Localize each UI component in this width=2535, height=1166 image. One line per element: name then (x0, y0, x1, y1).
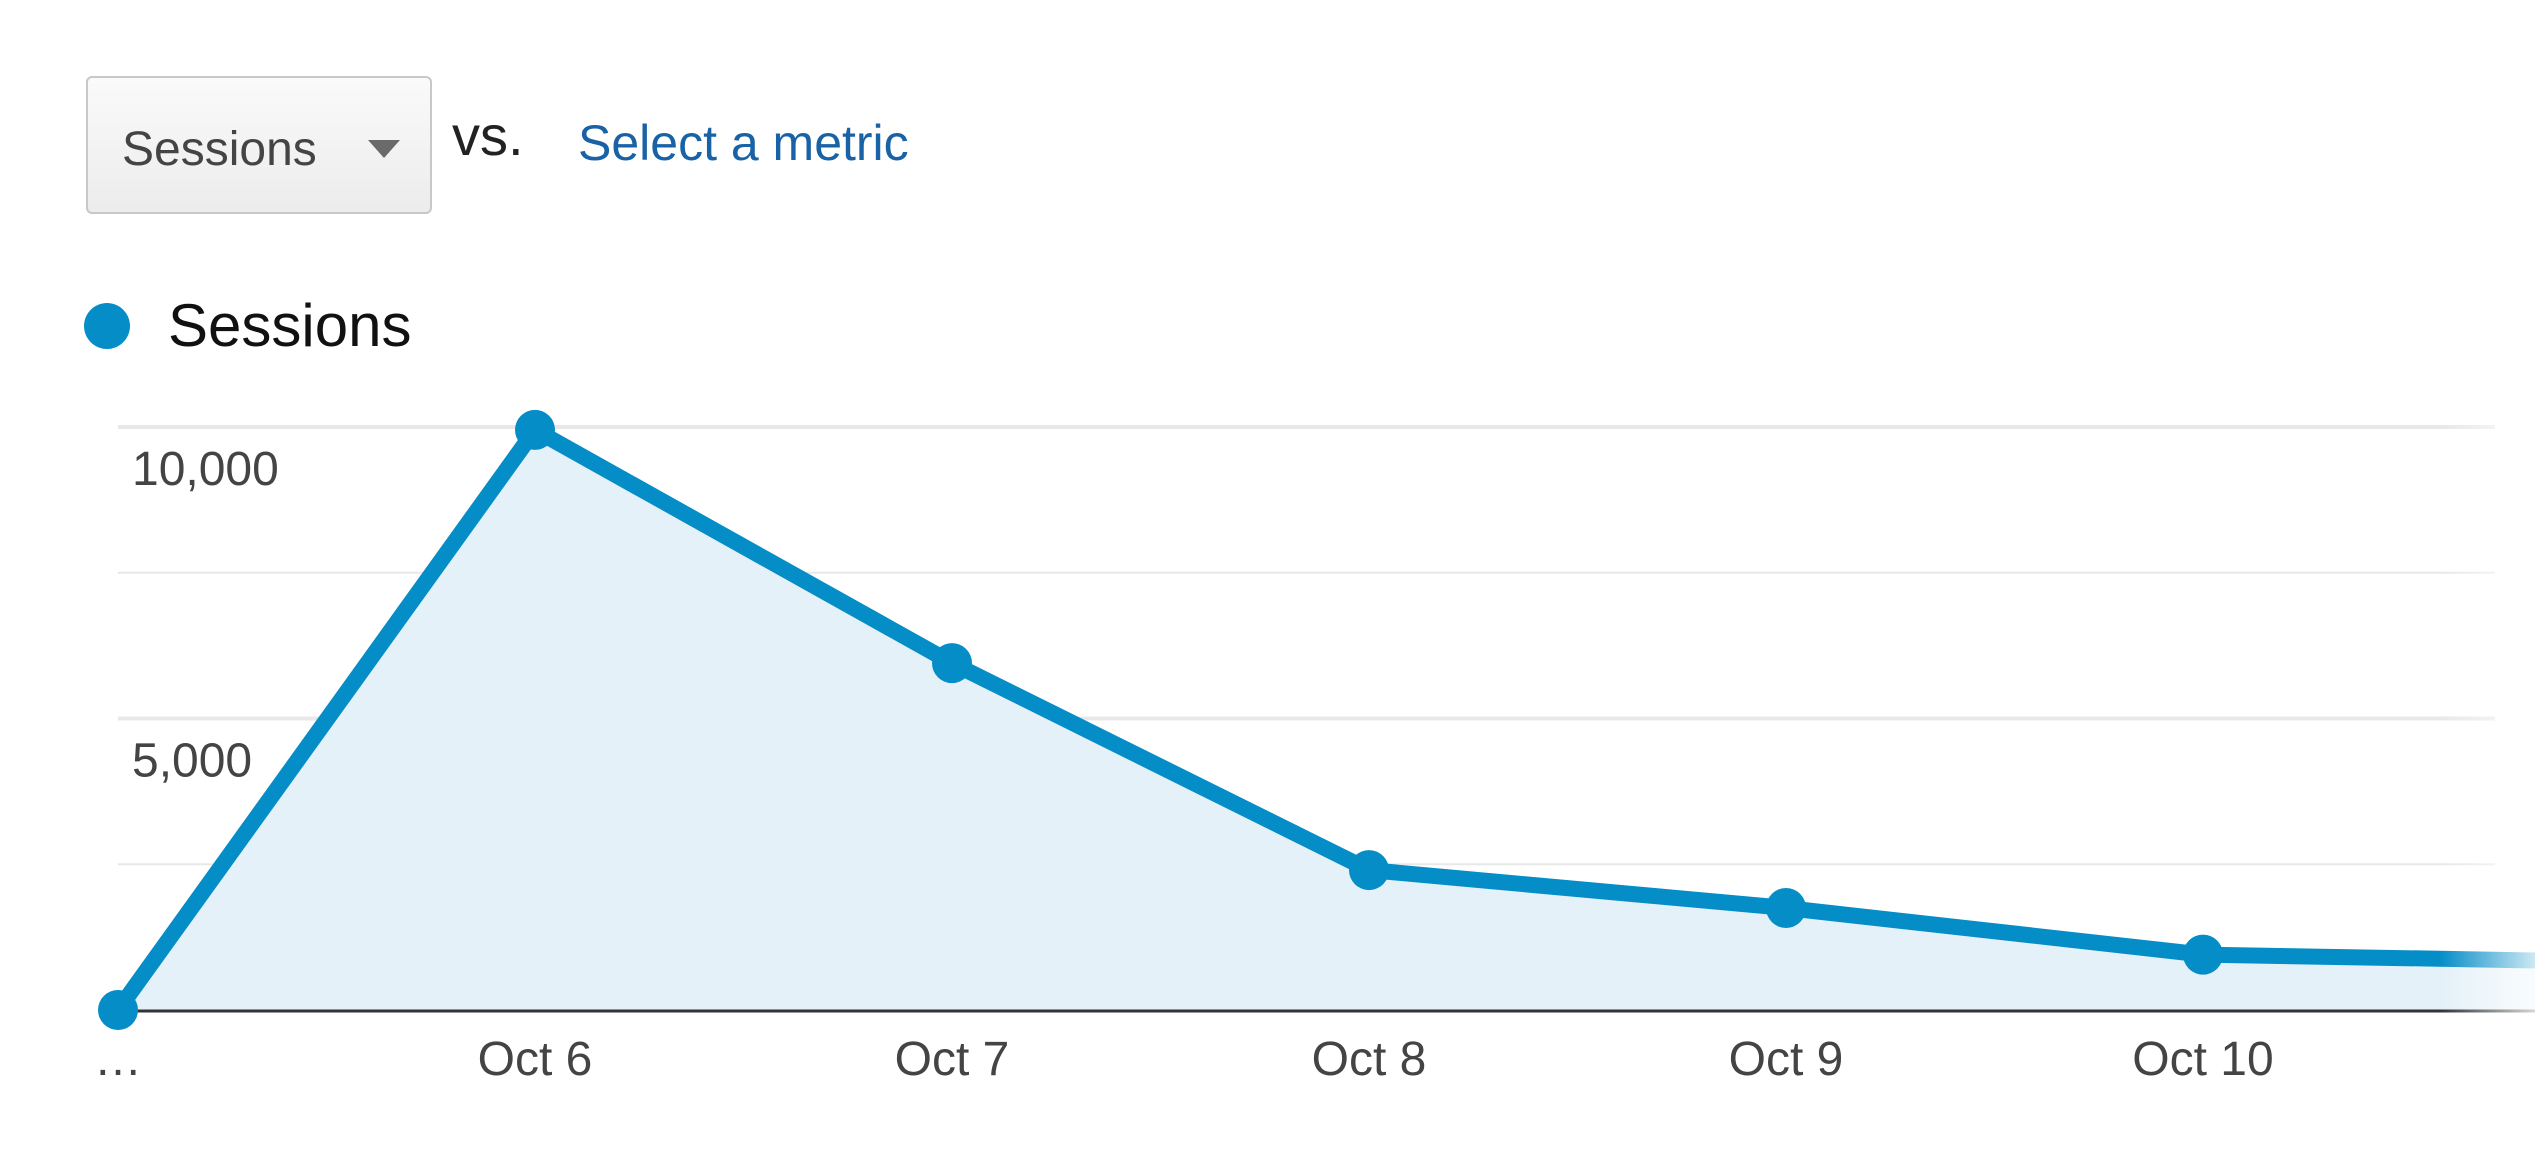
chart-edge-fade (2060, 370, 2535, 1090)
series-area-sessions (118, 429, 2535, 1010)
data-point-oct-6[interactable] (515, 409, 555, 450)
data-point-oct-8[interactable] (1349, 850, 1389, 891)
legend-dot-icon (84, 303, 130, 349)
x-tick-label: Oct 9 (1729, 1033, 1844, 1086)
legend-label-sessions: Sessions (168, 292, 412, 359)
vs-label: vs. (452, 104, 524, 167)
x-tick-label: Oct 7 (895, 1033, 1010, 1086)
x-tick-label: Oct 8 (1312, 1033, 1427, 1086)
x-tick-label: Oct 10 (2132, 1033, 2273, 1086)
metric-dropdown[interactable]: Sessions (86, 76, 432, 214)
metric-dropdown-label: Sessions (122, 123, 317, 176)
x-tick-label: … (94, 1033, 142, 1086)
chevron-down-icon (368, 140, 400, 158)
data-point-oct-9[interactable] (1766, 887, 1806, 928)
y-tick-label: 10,000 (132, 443, 279, 496)
data-point-start[interactable] (98, 990, 138, 1030)
x-tick-label: Oct 6 (478, 1033, 593, 1086)
select-metric-link[interactable]: Select a metric (578, 115, 909, 171)
y-tick-label: 5,000 (132, 735, 252, 788)
data-point-oct-7[interactable] (932, 643, 972, 684)
